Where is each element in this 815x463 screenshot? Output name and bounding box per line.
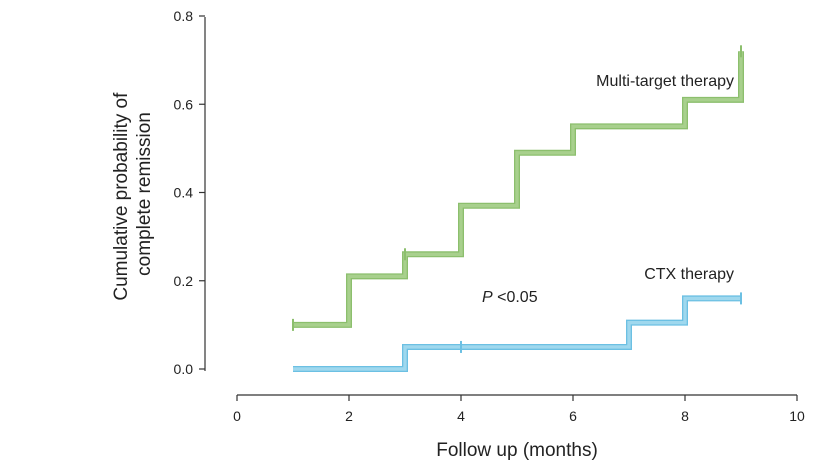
y-axis-title-line-2: complete remission (134, 112, 155, 276)
p-value-p: P (482, 289, 493, 306)
series-line-ctx (293, 296, 741, 371)
series-multi-target (292, 45, 744, 331)
y-axis-title-line-1: Cumulative probability of (111, 92, 132, 301)
series-label-ctx: CTX therapy (644, 266, 734, 283)
x-tick-label: 0 (233, 408, 241, 424)
p-value-annotation: P <0.05 (482, 289, 538, 306)
series-line-outline-ctx (293, 295, 741, 372)
axes (204, 17, 797, 396)
x-tick-label: 6 (569, 408, 577, 424)
y-tick-label: 0.6 (174, 96, 194, 112)
x-tick-label: 8 (681, 408, 689, 424)
series-line-multi-target (293, 51, 743, 327)
y-tick-label: 0.4 (174, 185, 194, 201)
y-ticks: 0.0 0.2 0.4 0.6 0.8 (174, 8, 205, 377)
x-tick-label: 2 (345, 408, 353, 424)
series-ctx (293, 292, 742, 372)
series-layer (292, 45, 744, 372)
y-tick-label: 0.0 (174, 361, 194, 377)
x-axis-title: Follow up (months) (436, 440, 598, 461)
series-label-multi-target: Multi-target therapy (596, 73, 734, 90)
p-value-threshold: <0.05 (493, 289, 538, 306)
x-ticks: 0 2 4 6 8 10 (233, 395, 805, 424)
y-tick-label: 0.2 (174, 273, 194, 289)
x-tick-label: 10 (789, 408, 805, 424)
y-tick-label: 0.8 (174, 8, 194, 24)
y-axis-title: Cumulative probability of complete remis… (111, 87, 155, 300)
x-tick-label: 4 (457, 408, 465, 424)
